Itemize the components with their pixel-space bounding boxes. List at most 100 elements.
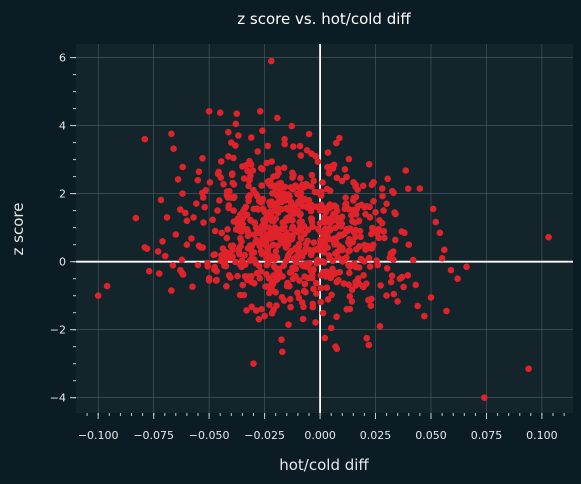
data-point [236, 250, 243, 258]
data-point [296, 142, 304, 150]
data-point [354, 203, 362, 210]
data-point [239, 281, 247, 289]
data-point [201, 203, 208, 211]
data-point [225, 153, 232, 160]
data-point [322, 208, 330, 216]
data-point [279, 348, 286, 356]
data-point [299, 181, 306, 188]
data-point [205, 275, 213, 282]
data-point [404, 272, 412, 279]
data-point [346, 305, 354, 313]
data-point [194, 176, 202, 184]
data-point [235, 132, 242, 139]
data-point [314, 158, 322, 165]
data-point [296, 218, 303, 226]
data-point [370, 178, 377, 186]
data-point [223, 283, 230, 290]
data-point [369, 226, 377, 234]
data-point [250, 231, 258, 238]
data-point [427, 294, 435, 301]
data-point [221, 254, 228, 261]
data-point [281, 183, 289, 191]
data-point [247, 161, 255, 168]
data-point [238, 228, 245, 235]
data-point [350, 179, 357, 186]
data-point [183, 241, 191, 248]
data-point [438, 254, 446, 262]
data-point [320, 268, 327, 276]
data-point [274, 114, 281, 122]
data-point [174, 176, 182, 183]
data-point [272, 248, 280, 255]
data-point [331, 202, 338, 209]
data-point [258, 182, 265, 189]
data-point [392, 236, 399, 244]
data-point [163, 214, 171, 221]
data-point [271, 227, 279, 235]
data-point [356, 243, 363, 250]
data-point [223, 188, 231, 195]
data-point [159, 238, 166, 245]
data-point [281, 135, 288, 143]
data-point [313, 260, 321, 267]
data-point [287, 198, 295, 206]
data-point [310, 285, 317, 293]
data-point [216, 197, 223, 204]
data-point [168, 130, 175, 138]
data-point [317, 284, 325, 292]
data-point [416, 185, 424, 192]
data-point [288, 247, 295, 255]
data-point [217, 174, 225, 181]
data-point [287, 184, 295, 191]
data-point [326, 235, 333, 243]
data-point [301, 195, 309, 203]
data-point [349, 238, 357, 246]
chart-title: z score vs. hot/cold diff [237, 10, 411, 28]
x-axis-label: hot/cold diff [279, 456, 369, 474]
data-point [327, 324, 335, 332]
data-point [345, 261, 352, 269]
data-point [359, 283, 366, 290]
data-point [238, 238, 245, 245]
data-point [287, 303, 294, 311]
data-point [389, 249, 396, 257]
data-point [268, 57, 275, 65]
data-point [256, 275, 264, 282]
data-point [387, 278, 395, 286]
data-point [265, 177, 273, 185]
data-point [409, 256, 417, 264]
data-point [265, 275, 273, 282]
data-point [342, 194, 349, 201]
data-point [258, 305, 265, 313]
data-point [247, 216, 254, 224]
data-point [145, 267, 153, 275]
data-point [229, 179, 237, 187]
data-point [304, 274, 312, 282]
data-point [343, 173, 350, 181]
data-point [345, 248, 352, 255]
data-point [370, 197, 377, 205]
data-point [154, 248, 162, 255]
data-point [384, 175, 392, 183]
data-point [199, 155, 206, 162]
data-point [326, 227, 334, 234]
data-point [366, 214, 374, 221]
data-point [295, 247, 302, 255]
data-point [252, 307, 260, 314]
data-point [360, 272, 367, 279]
data-point [255, 262, 263, 270]
x-tick-label: 0.050 [415, 429, 447, 442]
data-point [282, 257, 290, 265]
data-point [132, 214, 140, 222]
data-point [260, 216, 267, 224]
data-point [204, 263, 211, 270]
data-point [381, 234, 388, 242]
data-point [394, 298, 401, 305]
data-point [274, 276, 281, 283]
data-point [325, 169, 333, 177]
data-point [266, 301, 273, 309]
data-point [331, 235, 338, 242]
data-point [375, 225, 383, 233]
data-point [172, 231, 180, 238]
